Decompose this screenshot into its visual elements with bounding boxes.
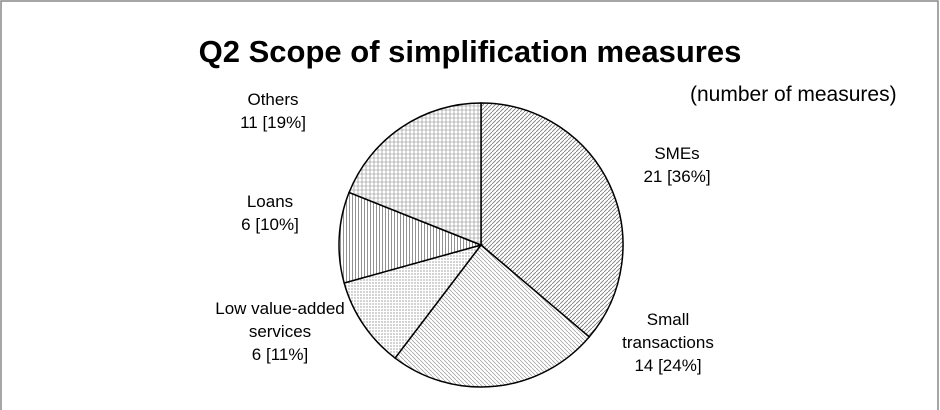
- value-label: 21 [36%]: [643, 167, 711, 186]
- value-label: 6 [10%]: [241, 215, 299, 234]
- value-label: 14 [24%]: [634, 356, 702, 375]
- slice-label: Low value-added services: [215, 299, 345, 341]
- pie-slice: [338, 191, 484, 284]
- value-label: 11 [19%]: [240, 113, 306, 132]
- slice-label: Small transactions: [622, 310, 714, 352]
- chart-title: Q2 Scope of simplification measures: [198, 34, 742, 69]
- pie-slice: [343, 243, 483, 360]
- pie-slice: [348, 102, 482, 247]
- slice-label: SMEs: [654, 144, 700, 163]
- pie-slice: [394, 243, 591, 388]
- value-label: 6 [11%]: [251, 345, 309, 364]
- pie-slice: [480, 102, 624, 338]
- chart-subtitle: (number of measures): [690, 83, 897, 106]
- slice-label: Others: [247, 90, 299, 109]
- slice-label: Loans: [246, 192, 294, 211]
